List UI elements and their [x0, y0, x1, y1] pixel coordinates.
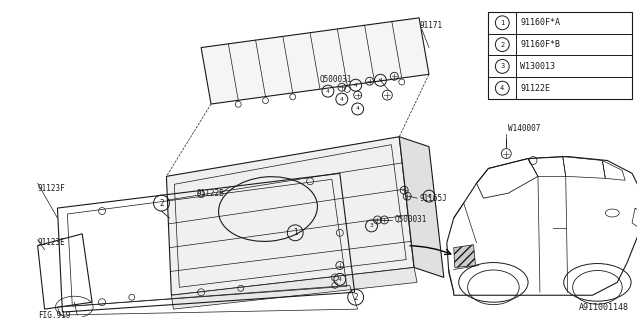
Text: 2: 2: [500, 42, 504, 48]
Text: A911001148: A911001148: [579, 303, 629, 312]
Text: 91123F: 91123F: [38, 184, 65, 193]
Text: 4: 4: [354, 83, 358, 88]
Polygon shape: [172, 268, 417, 309]
Polygon shape: [454, 245, 476, 268]
Text: W130013: W130013: [520, 62, 555, 71]
Text: 91165J: 91165J: [419, 194, 447, 203]
Text: 91160F*A: 91160F*A: [520, 18, 560, 27]
Text: 3: 3: [370, 223, 373, 228]
Text: FIG.919: FIG.919: [38, 310, 70, 320]
Text: 91122E: 91122E: [520, 84, 550, 93]
Text: Q500031: Q500031: [394, 215, 427, 224]
Text: 4: 4: [338, 277, 342, 282]
Text: 1: 1: [500, 20, 504, 26]
Text: 4: 4: [379, 78, 382, 83]
Text: 4: 4: [500, 85, 504, 91]
Text: 2: 2: [353, 293, 358, 302]
Polygon shape: [399, 137, 444, 277]
Text: 4: 4: [326, 89, 330, 94]
Text: W140007: W140007: [508, 124, 541, 133]
Text: Q500031: Q500031: [320, 75, 353, 84]
Polygon shape: [201, 18, 429, 104]
Text: 91122B: 91122B: [196, 189, 224, 198]
Text: 91171: 91171: [419, 21, 442, 30]
Text: 4: 4: [340, 97, 344, 101]
Text: 91160F*B: 91160F*B: [520, 40, 560, 49]
Polygon shape: [166, 137, 414, 295]
Text: 1: 1: [293, 228, 298, 237]
Text: 4: 4: [356, 107, 360, 111]
Text: 4: 4: [427, 194, 431, 199]
Text: 91123E: 91123E: [38, 238, 65, 247]
Text: 2: 2: [159, 199, 164, 208]
Bar: [488, 12, 632, 99]
Text: 3: 3: [500, 63, 504, 69]
